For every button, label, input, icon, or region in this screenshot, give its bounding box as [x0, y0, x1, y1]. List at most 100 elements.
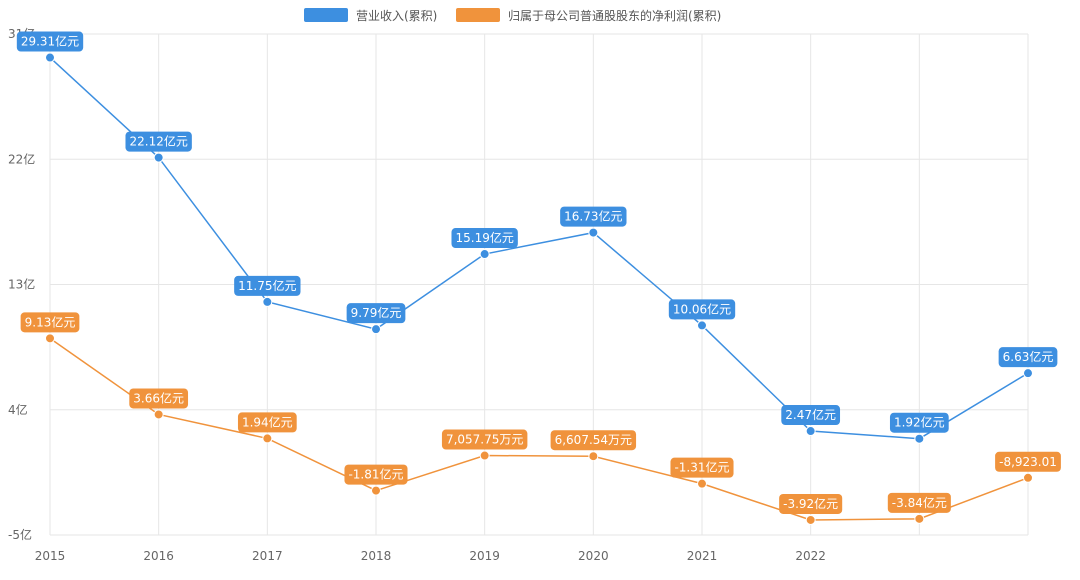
- data-point[interactable]: [153, 409, 164, 420]
- data-label-text: 1.94亿元: [242, 414, 293, 429]
- data-point[interactable]: [1023, 368, 1033, 379]
- data-label: 6,607.54万元: [550, 430, 637, 451]
- data-label: -3.92亿元: [779, 493, 843, 514]
- data-point[interactable]: [914, 513, 925, 524]
- series-line-1: [49, 56, 1029, 440]
- y-tick-label: 13亿: [8, 277, 35, 292]
- legend[interactable]: 营业收入(累积) 归属于母公司普通股股东的净利润(累积): [304, 8, 721, 23]
- data-label-text: -8,923.01: [999, 455, 1057, 469]
- x-tick-label: 2016: [143, 549, 174, 563]
- data-label-box: [779, 493, 843, 514]
- data-point[interactable]: [45, 333, 55, 344]
- data-label-box: [887, 492, 951, 513]
- data-label-text: 22.12亿元: [129, 134, 187, 149]
- data-label: 1.92亿元: [889, 412, 949, 433]
- data-label-box: [234, 275, 301, 296]
- legend-item-1[interactable]: 营业收入(累积): [304, 8, 437, 23]
- data-label-box: [441, 429, 528, 450]
- data-label: 1.94亿元: [237, 412, 297, 433]
- data-point[interactable]: [588, 227, 599, 238]
- legend-item-2[interactable]: 归属于母公司普通股股东的净利润(累积): [456, 8, 721, 23]
- data-label-text: -1.31亿元: [674, 460, 729, 475]
- data-label: 29.31亿元: [16, 31, 84, 52]
- data-labels: 29.31亿元 22.12亿元 11.75亿元 9.79亿元 15.19亿元 16.73亿…: [16, 31, 1061, 514]
- data-point[interactable]: [371, 324, 381, 335]
- series-lines: [45, 52, 1033, 525]
- data-point[interactable]: [153, 152, 164, 163]
- data-point[interactable]: [805, 514, 816, 525]
- data-label-text: 6.63亿元: [1003, 349, 1054, 364]
- grid: [49, 33, 1029, 536]
- data-label-text: 1.92亿元: [894, 415, 945, 430]
- data-label-box: [668, 299, 736, 320]
- data-point[interactable]: [914, 433, 925, 444]
- data-label-box: [346, 303, 406, 324]
- x-tick-label: 2019: [469, 549, 500, 563]
- data-label-box: [781, 405, 841, 426]
- data-label-text: -1.81亿元: [348, 467, 403, 482]
- data-label-box: [560, 206, 627, 227]
- data-label-text: -3.92亿元: [783, 496, 838, 511]
- data-label: 9.13亿元: [20, 312, 80, 333]
- data-point[interactable]: [262, 433, 273, 444]
- data-label-box: [125, 131, 192, 152]
- data-label-text: 9.13亿元: [25, 314, 76, 329]
- data-label-box: [129, 388, 189, 409]
- legend-swatch: [456, 8, 500, 22]
- data-label-box: [344, 464, 408, 485]
- data-point[interactable]: [697, 320, 707, 331]
- data-label: -1.81亿元: [344, 464, 408, 485]
- data-label: 15.19亿元: [451, 228, 518, 249]
- data-label-box: [995, 451, 1061, 472]
- data-point[interactable]: [262, 296, 273, 307]
- data-label-text: 2.47亿元: [785, 407, 836, 422]
- data-label: 11.75亿元: [234, 275, 301, 296]
- data-point[interactable]: [697, 478, 707, 489]
- data-label-text: 29.31亿元: [21, 34, 79, 49]
- data-point[interactable]: [479, 249, 490, 260]
- data-label: -8,923.01: [995, 451, 1061, 472]
- data-label-box: [998, 347, 1058, 368]
- data-label-box: [670, 457, 734, 478]
- data-label-text: 16.73亿元: [564, 209, 622, 224]
- legend-label: 营业收入(累积): [356, 9, 437, 23]
- data-label-text: 10.06亿元: [673, 301, 731, 316]
- data-label-box: [20, 312, 80, 333]
- series-line-2: [49, 337, 1029, 521]
- watermark-text: 头条 @国际金融报: [838, 537, 1005, 561]
- x-tick-label: 2017: [252, 549, 283, 563]
- data-label: 9.79亿元: [346, 303, 406, 324]
- data-label-text: 11.75亿元: [238, 278, 296, 293]
- data-label: 7,057.75万元: [441, 429, 528, 450]
- data-point[interactable]: [805, 426, 816, 437]
- y-tick-label: 22亿: [8, 151, 35, 166]
- data-label-box: [237, 412, 297, 433]
- data-label-box: [451, 228, 518, 249]
- data-point[interactable]: [1023, 472, 1033, 483]
- data-label-text: -3.84亿元: [892, 495, 947, 510]
- data-label: 10.06亿元: [668, 299, 736, 320]
- data-label: 3.66亿元: [129, 388, 189, 409]
- data-point[interactable]: [371, 485, 381, 496]
- data-point[interactable]: [588, 451, 599, 462]
- x-tick-label: 2020: [578, 549, 609, 563]
- data-label-box: [550, 430, 637, 451]
- legend-swatch: [304, 8, 348, 22]
- x-tick-label: 2015: [35, 549, 66, 563]
- data-point[interactable]: [45, 52, 55, 63]
- y-tick-label: -5亿: [8, 527, 32, 542]
- data-label: 22.12亿元: [125, 131, 192, 152]
- legend-label: 归属于母公司普通股股东的净利润(累积): [508, 8, 721, 23]
- data-label-text: 9.79亿元: [351, 305, 402, 320]
- y-tick-label: 4亿: [8, 402, 28, 417]
- data-label-text: 7,057.75万元: [446, 433, 523, 447]
- data-point[interactable]: [479, 450, 490, 461]
- data-label-text: 6,607.54万元: [555, 433, 632, 447]
- data-label: 2.47亿元: [781, 405, 841, 426]
- data-label-box: [889, 412, 949, 433]
- data-label: 16.73亿元: [560, 206, 627, 227]
- data-label-box: [16, 31, 84, 52]
- data-label: -3.84亿元: [887, 492, 951, 513]
- data-label-text: 15.19亿元: [455, 230, 513, 245]
